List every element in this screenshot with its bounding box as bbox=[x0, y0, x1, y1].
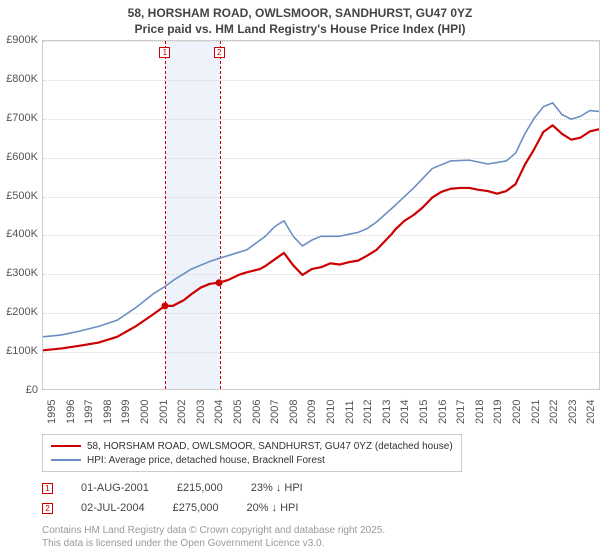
x-tick-label: 2008 bbox=[288, 384, 300, 424]
x-tick-label: 2010 bbox=[325, 384, 337, 424]
event-change-2: 20% ↓ HPI bbox=[246, 502, 298, 514]
event-marker-2: 2 bbox=[42, 503, 53, 514]
x-tick-label: 1999 bbox=[120, 384, 132, 424]
y-tick-label: £500K bbox=[0, 190, 38, 202]
x-tick-label: 2021 bbox=[530, 384, 542, 424]
chart-container: 58, HORSHAM ROAD, OWLSMOOR, SANDHURST, G… bbox=[0, 0, 600, 560]
x-tick-label: 2015 bbox=[418, 384, 430, 424]
legend-item-price-paid: 58, HORSHAM ROAD, OWLSMOOR, SANDHURST, G… bbox=[51, 439, 453, 453]
event-date-2: 02-JUL-2004 bbox=[81, 502, 145, 514]
event-row-2: 2 02-JUL-2004 £275,000 20% ↓ HPI bbox=[42, 498, 303, 518]
price-marker bbox=[216, 279, 223, 286]
attribution: Contains HM Land Registry data © Crown c… bbox=[42, 524, 385, 550]
y-tick-label: £300K bbox=[0, 267, 38, 279]
x-tick-label: 1995 bbox=[46, 384, 58, 424]
event-price-1: £215,000 bbox=[177, 482, 223, 494]
x-tick-label: 1996 bbox=[65, 384, 77, 424]
x-tick-label: 2002 bbox=[176, 384, 188, 424]
x-tick-label: 2001 bbox=[158, 384, 170, 424]
x-tick-label: 2018 bbox=[474, 384, 486, 424]
legend: 58, HORSHAM ROAD, OWLSMOOR, SANDHURST, G… bbox=[42, 434, 462, 472]
event-date-1: 01-AUG-2001 bbox=[81, 482, 149, 494]
x-tick-label: 2024 bbox=[585, 384, 597, 424]
x-tick-label: 2003 bbox=[195, 384, 207, 424]
series-price_paid bbox=[43, 125, 599, 350]
y-tick-label: £700K bbox=[0, 112, 38, 124]
chart-title-line2: Price paid vs. HM Land Registry's House … bbox=[0, 22, 600, 36]
plot-area: 12 bbox=[42, 40, 600, 390]
x-tick-label: 2022 bbox=[548, 384, 560, 424]
event-change-1: 23% ↓ HPI bbox=[251, 482, 303, 494]
x-tick-label: 2006 bbox=[251, 384, 263, 424]
events-table: 1 01-AUG-2001 £215,000 23% ↓ HPI 2 02-JU… bbox=[42, 478, 303, 518]
attribution-line1: Contains HM Land Registry data © Crown c… bbox=[42, 524, 385, 537]
x-tick-label: 2023 bbox=[567, 384, 579, 424]
legend-label-price-paid: 58, HORSHAM ROAD, OWLSMOOR, SANDHURST, G… bbox=[87, 441, 453, 452]
x-tick-label: 2009 bbox=[306, 384, 318, 424]
event-price-2: £275,000 bbox=[173, 502, 219, 514]
legend-label-hpi: HPI: Average price, detached house, Brac… bbox=[87, 455, 325, 466]
x-tick-label: 2011 bbox=[344, 384, 356, 424]
legend-item-hpi: HPI: Average price, detached house, Brac… bbox=[51, 453, 453, 467]
x-tick-label: 2014 bbox=[399, 384, 411, 424]
x-tick-label: 2019 bbox=[492, 384, 504, 424]
chart-area: 12 £0 £100K £200K £300K £400K £500K £600K £700K… bbox=[0, 40, 600, 430]
x-tick-label: 2020 bbox=[511, 384, 523, 424]
y-tick-label: £800K bbox=[0, 73, 38, 85]
x-tick-label: 2005 bbox=[232, 384, 244, 424]
event-marker-1: 1 bbox=[42, 483, 53, 494]
y-tick-label: £0 bbox=[0, 384, 38, 396]
x-tick-label: 2007 bbox=[269, 384, 281, 424]
x-tick-label: 2013 bbox=[381, 384, 393, 424]
price-marker bbox=[161, 302, 168, 309]
x-tick-label: 2017 bbox=[455, 384, 467, 424]
y-tick-label: £100K bbox=[0, 345, 38, 357]
y-tick-label: £200K bbox=[0, 306, 38, 318]
x-tick-label: 2016 bbox=[437, 384, 449, 424]
x-tick-label: 1997 bbox=[83, 384, 95, 424]
x-tick-label: 2000 bbox=[139, 384, 151, 424]
y-tick-label: £900K bbox=[0, 34, 38, 46]
y-tick-label: £600K bbox=[0, 151, 38, 163]
swatch-price-paid bbox=[51, 445, 81, 447]
swatch-hpi bbox=[51, 459, 81, 461]
x-tick-label: 2004 bbox=[213, 384, 225, 424]
chart-title-line1: 58, HORSHAM ROAD, OWLSMOOR, SANDHURST, G… bbox=[0, 6, 600, 20]
series-hpi bbox=[43, 103, 599, 337]
series-svg bbox=[43, 41, 599, 389]
x-tick-label: 2012 bbox=[362, 384, 374, 424]
x-tick-label: 1998 bbox=[102, 384, 114, 424]
event-row-1: 1 01-AUG-2001 £215,000 23% ↓ HPI bbox=[42, 478, 303, 498]
y-tick-label: £400K bbox=[0, 228, 38, 240]
attribution-line2: This data is licensed under the Open Gov… bbox=[42, 537, 385, 550]
